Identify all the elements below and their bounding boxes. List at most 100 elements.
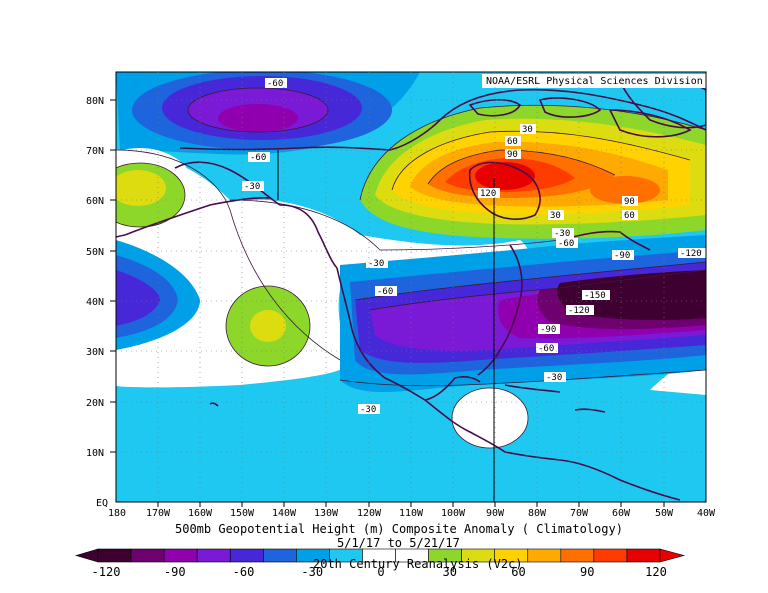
neutral-zone [116,150,529,388]
svg-text:30: 30 [550,211,561,221]
contour-label: -30 [358,404,380,415]
contour-label: -60 [556,238,578,249]
lon-label: 120W [357,508,382,519]
contour-label: 90 [505,149,521,160]
contour-label: -60 [265,78,287,89]
map-title: 500mb Geopotential Height (m) Composite … [175,522,623,536]
contour-label: 30 [548,210,564,221]
colorbar-right-arrow [659,548,686,563]
colorbar-swatch [229,548,264,563]
contour-label: -60 [536,343,558,354]
colorbar-tick-label: 90 [580,565,594,579]
lon-label: 170W [146,508,171,519]
contour-lines [116,87,706,449]
lon-label: 40W [697,508,716,519]
colorbar-tick-label: -60 [233,565,255,579]
source-label: 20th Century Reanalysis (V2c) [313,557,523,571]
us-negative [340,235,706,392]
lon-label: 130W [314,508,339,519]
contour-label: -30 [366,258,388,269]
svg-text:-30: -30 [546,373,562,383]
lon-label: 140W [272,508,297,519]
colorbar-swatch [196,548,231,563]
contour-label: -60 [375,286,397,297]
colorbar-swatch [97,548,132,563]
bering-positive [116,148,195,232]
svg-text:30: 30 [522,125,533,135]
lat-label: EQ [96,498,108,509]
lat-label: 70N [86,146,104,157]
credit-text: NOAA/ESRL Physical Sciences Division [486,76,703,87]
longitude-labels: 180 170W 160W 150W 140W 130W 120W 110W 1… [108,508,716,519]
svg-text:-30: -30 [360,405,376,415]
svg-text:-60: -60 [377,287,393,297]
colorbar-tick-label: 0 [377,565,384,579]
contour-label: -30 [552,228,574,239]
lon-label: 50W [655,508,674,519]
lat-label: 40N [86,297,104,308]
contour-label-group: -60 -60 -30 30 60 90 120 90 60 30 -30 -6… [242,78,706,415]
lat-label: 50N [86,247,104,258]
colorbar-tick-label: -120 [92,565,121,579]
colorbar-swatch [626,548,661,563]
colorbar-tick-label: 120 [645,565,667,579]
map-plot-area: -60 -60 -30 30 60 90 120 90 60 30 -30 -6… [116,72,706,502]
lat-label: 10N [86,448,104,459]
svg-text:90: 90 [507,150,518,160]
svg-text:-30: -30 [244,182,260,192]
svg-text:-60: -60 [558,239,574,249]
lat-label: 20N [86,398,104,409]
colorbar-tick-label: 30 [443,565,457,579]
lon-label: 110W [399,508,424,519]
svg-text:-120: -120 [568,306,590,316]
contour-label: 60 [505,136,521,147]
colorbar-swatch [527,548,562,563]
svg-text:90: 90 [624,197,635,207]
latitude-labels: 80N 70N 60N 50N 40N 30N 20N 10N EQ [86,96,108,509]
colorbar-tick-label: -30 [301,565,323,579]
contour-label: -150 [582,290,610,301]
lat-label: 60N [86,196,104,207]
colorbar-swatch [560,548,595,563]
lon-label: 160W [188,508,213,519]
lon-label: 80W [528,508,547,519]
svg-text:-90: -90 [540,325,556,335]
coastlines [116,78,706,501]
colorbar-swatch [130,548,165,563]
svg-text:-120: -120 [680,249,702,259]
aleutian-low [116,72,420,155]
contour-label: 90 [622,196,638,207]
colorbar-swatch [262,548,297,563]
contour-label: 30 [520,124,536,135]
svg-text:60: 60 [624,211,635,221]
lon-label: 90W [486,508,505,519]
lon-label: 100W [441,508,466,519]
western-negative [116,240,200,350]
colorbar-left-arrow [74,548,99,563]
contour-label: -90 [612,250,634,261]
svg-text:-90: -90 [614,251,630,261]
colorbar: -120 -90 -60 -30 0 30 60 90 120 [74,548,686,579]
lon-label: 150W [230,508,255,519]
contour-label: -120 [566,305,594,316]
lat-label: 80N [86,96,104,107]
colorbar-swatch [593,548,628,563]
lon-ticks [157,502,665,507]
contour-label: -60 [248,152,270,163]
colorbar-tick-label: 60 [511,565,525,579]
date-range: 5/1/17 to 5/21/17 [337,536,460,550]
lon-label: 180 [108,508,126,519]
credit-box: NOAA/ESRL Physical Sciences Division [482,74,706,88]
contour-label: -30 [242,181,264,192]
svg-text:-30: -30 [368,259,384,269]
lon-label: 70W [570,508,589,519]
svg-text:-30: -30 [554,229,570,239]
graticule [116,72,706,502]
lat-ticks [110,99,116,453]
contour-label: -120 [678,248,706,259]
contour-label: 60 [622,210,638,221]
contour-label: -30 [544,372,566,383]
contour-label: -90 [538,324,560,335]
lat-label: 30N [86,347,104,358]
